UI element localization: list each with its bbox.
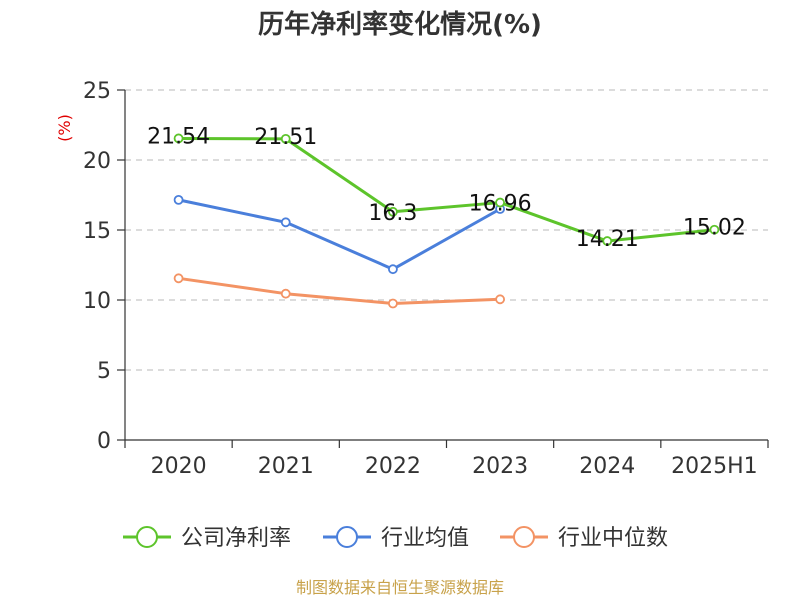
- x-tick-label: 2025H1: [671, 454, 758, 479]
- data-point: [173, 194, 184, 205]
- data-label: 16.3: [368, 201, 417, 226]
- legend-label: 行业中位数: [558, 526, 668, 551]
- legend-label: 公司净利率: [181, 526, 291, 551]
- y-tick-label: 25: [83, 79, 111, 104]
- legend-label: 行业均值: [381, 526, 469, 551]
- data-point: [388, 264, 398, 275]
- chart-title: 历年净利率变化情况(%): [258, 9, 542, 40]
- data-point: [495, 197, 505, 208]
- x-tick-label: 2021: [258, 454, 314, 479]
- data-label: 14.21: [576, 227, 639, 252]
- data-label: 15.02: [683, 216, 746, 241]
- series-line-0: [178, 136, 715, 243]
- data-point: [709, 224, 720, 235]
- series-line-1: [178, 198, 501, 271]
- source-note: 制图数据来自恒生聚源数据库: [296, 578, 504, 597]
- series-group: [173, 133, 720, 309]
- data-point: [388, 298, 398, 309]
- data-point: [602, 236, 613, 246]
- y-axis-label: (%): [55, 114, 74, 142]
- x-tick-label: 2022: [365, 454, 421, 479]
- legend-marker: [336, 526, 358, 548]
- x-tick-label: 2023: [472, 454, 528, 479]
- data-point: [173, 273, 184, 284]
- data-point: [173, 133, 184, 144]
- y-tick-label: 10: [83, 289, 111, 314]
- x-tick-label: 2024: [579, 454, 635, 479]
- y-tick-label: 5: [97, 359, 111, 384]
- data-point: [280, 288, 291, 299]
- data-point: [495, 294, 505, 305]
- y-tick-label: 15: [83, 219, 111, 244]
- legend: 公司净利率 行业均值 行业中位数: [123, 526, 668, 551]
- data-labels: 21.54 21.51 16.3 16.96 14.21 15.02: [147, 124, 746, 252]
- y-tick-label: 0: [97, 429, 111, 454]
- data-label: 21.54: [147, 124, 210, 149]
- data-label: 16.96: [469, 192, 532, 217]
- data-point: [280, 217, 291, 228]
- legend-marker: [513, 526, 535, 548]
- data-point: [280, 133, 291, 144]
- y-tick-label: 20: [83, 149, 111, 174]
- legend-marker: [136, 526, 158, 548]
- x-tick-label: 2020: [151, 454, 207, 479]
- data-label: 21.51: [254, 125, 317, 150]
- axes: 0 5 10 15 20 25 2020 2021 2022 2023 2024 2025H1: [83, 79, 769, 479]
- series-line-2: [178, 276, 501, 305]
- data-point: [388, 206, 398, 217]
- grid-lines: [125, 89, 768, 371]
